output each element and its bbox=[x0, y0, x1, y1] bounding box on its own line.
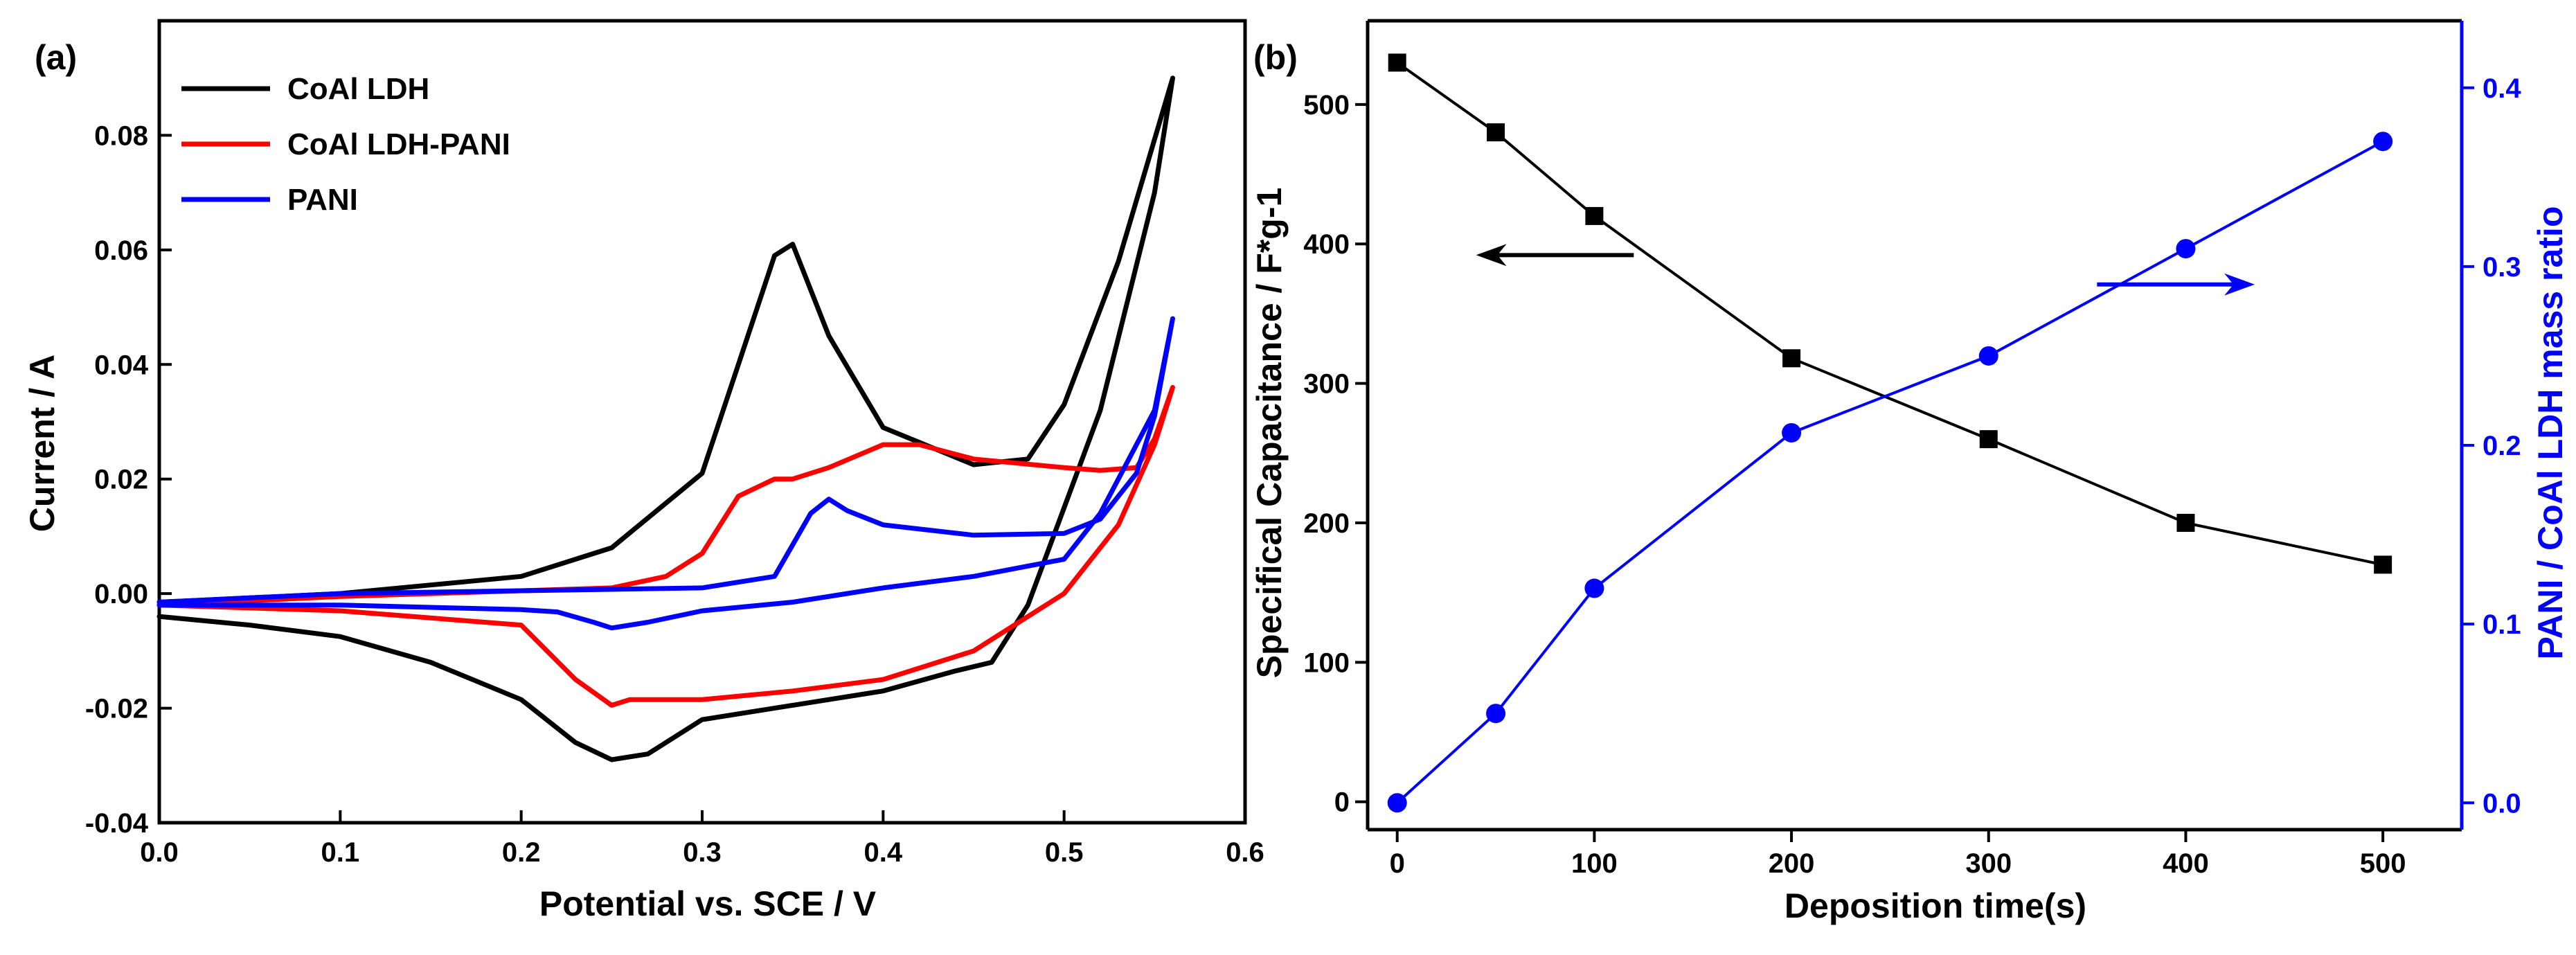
panel-b-right-y-tick-label: 0.4 bbox=[2483, 73, 2521, 104]
panel-b-mass-ratio-line bbox=[1396, 140, 2384, 804]
panel-b-left-y-tick-label: 300 bbox=[1303, 369, 1350, 400]
panel-a-y-tick-label: 0.04 bbox=[94, 350, 149, 380]
panel-b-right-y-tick-label: 0.0 bbox=[2483, 788, 2521, 819]
panel-a-y-tick-label: 0.08 bbox=[94, 121, 148, 151]
panel-b-arrows bbox=[1476, 244, 2255, 296]
panel-b-x-tick-label: 200 bbox=[1769, 848, 1815, 879]
panel-a-x-tick-label: 0.2 bbox=[502, 837, 541, 868]
panel-a-label: (a) bbox=[35, 38, 77, 77]
panel-b-series bbox=[1387, 53, 2393, 813]
panel-a-series bbox=[156, 75, 1175, 762]
panel-b-left-y-ticks: 0 100 200 300 400 500 bbox=[1303, 90, 1368, 818]
panel-a-x-axis-title: Potential vs. SCE / V bbox=[539, 884, 877, 923]
panel-b-plot-area bbox=[1366, 19, 2464, 832]
panel-b-mass-ratio-point bbox=[1978, 346, 1998, 366]
panel-a-y-tick-label: 0.06 bbox=[94, 235, 148, 266]
panel-b-mass-ratio-point bbox=[2176, 239, 2196, 259]
panel-a-legend-label: CoAl LDH-PANI bbox=[287, 127, 510, 161]
panel-b-left-y-tick-label: 100 bbox=[1303, 648, 1350, 678]
panel-a-y-axis-title: Current / A bbox=[23, 355, 62, 533]
panel-a-series-line-coal-ldh-pani bbox=[156, 384, 1175, 708]
panel-b-right-y-ticks: 0.0 0.1 0.2 0.3 0.4 bbox=[2462, 73, 2521, 819]
panel-a-x-tick-label: 0.1 bbox=[321, 837, 360, 868]
panel-a-series-line-pani bbox=[156, 316, 1175, 631]
panel-b-capacitance-vs-time: (b) 0 100 200 300 400 500 0 100 200 300 400 500 0.… bbox=[1250, 19, 2570, 925]
panel-b-x-tick-label: 0 bbox=[1390, 848, 1405, 879]
panel-a-x-tick-label: 0.0 bbox=[140, 837, 179, 868]
panel-b-x-tick-label: 300 bbox=[1965, 848, 2012, 879]
panel-b-capacitance-point bbox=[1388, 53, 1406, 72]
panel-a-y-tick-label: 0.02 bbox=[94, 465, 148, 495]
panel-a-y-tick-label: 0.00 bbox=[94, 579, 148, 609]
panel-b-capacitance-point bbox=[1585, 206, 1604, 225]
panel-b-left-y-tick-label: 200 bbox=[1303, 508, 1350, 539]
panel-b-left-y-tick-label: 0 bbox=[1334, 787, 1350, 818]
panel-b-left-y-tick-label: 400 bbox=[1303, 229, 1350, 260]
panel-b-mass-ratio-point bbox=[1782, 422, 1802, 443]
panel-a-x-tick-label: 0.3 bbox=[683, 837, 722, 868]
panel-b-mass-ratio-point bbox=[1584, 578, 1604, 598]
panel-b-label: (b) bbox=[1253, 38, 1298, 77]
panel-b-capacitance-point bbox=[1487, 123, 1505, 142]
panel-b-left-y-tick-label: 500 bbox=[1303, 90, 1350, 121]
panel-a-legend-label: PANI bbox=[287, 183, 358, 217]
panel-a-x-tick-label: 0.5 bbox=[1045, 837, 1084, 868]
panel-a-y-tick-label: -0.04 bbox=[85, 808, 149, 839]
panel-b-capacitance-point bbox=[1782, 349, 1801, 368]
panel-a-cyclic-voltammetry: (a) 0.0 0.1 0.2 0.3 0.4 0.5 0.6 -0.04 -0.02 0.00… bbox=[23, 19, 1264, 923]
panel-b-capacitance-line bbox=[1396, 61, 2383, 566]
panel-a-legend-label: CoAl LDH bbox=[287, 72, 429, 106]
panel-b-x-axis-title: Deposition time(s) bbox=[1785, 886, 2086, 925]
panel-a-x-tick-label: 0.4 bbox=[864, 837, 903, 868]
panel-b-x-tick-label: 500 bbox=[2360, 848, 2406, 879]
panel-b-right-y-tick-label: 0.1 bbox=[2483, 609, 2521, 640]
panel-b-right-y-axis-title: PANI / CoAl LDH mass ratio bbox=[2531, 206, 2570, 660]
panel-b-mass-ratio-point bbox=[2373, 132, 2393, 152]
panel-b-arrow-head-right bbox=[2224, 273, 2255, 296]
panel-a-series-line-coal-ldh bbox=[156, 75, 1175, 762]
panel-b-x-tick-label: 400 bbox=[2163, 848, 2209, 879]
panel-b-x-tick-label: 100 bbox=[1571, 848, 1618, 879]
panel-a-y-tick-label: -0.02 bbox=[85, 694, 148, 724]
panel-a-legend: CoAl LDH CoAl LDH-PANI PANI bbox=[181, 72, 510, 217]
panel-b-right-y-tick-label: 0.3 bbox=[2483, 252, 2521, 283]
panel-a-y-ticks: -0.04 -0.02 0.00 0.02 0.04 0.06 0.08 bbox=[85, 121, 172, 839]
panel-b-capacitance-point bbox=[1979, 430, 1998, 449]
panel-b-arrow-head-left bbox=[1476, 244, 1507, 267]
panel-b-capacitance-point bbox=[2176, 513, 2195, 532]
panel-b-x-ticks: 0 100 200 300 400 500 bbox=[1390, 830, 2406, 879]
panel-b-mass-ratio-point bbox=[1387, 793, 1407, 813]
panel-b-capacitance-point bbox=[2374, 555, 2392, 574]
panel-b-right-y-tick-label: 0.2 bbox=[2483, 431, 2521, 461]
panel-b-mass-ratio-point bbox=[1486, 704, 1506, 724]
panel-a-x-ticks: 0.0 0.1 0.2 0.3 0.4 0.5 0.6 bbox=[140, 810, 1264, 868]
panel-b-left-y-axis-title: Specifical Capacitance / F*g-1 bbox=[1250, 188, 1289, 679]
panel-a-x-tick-label: 0.6 bbox=[1226, 837, 1264, 868]
